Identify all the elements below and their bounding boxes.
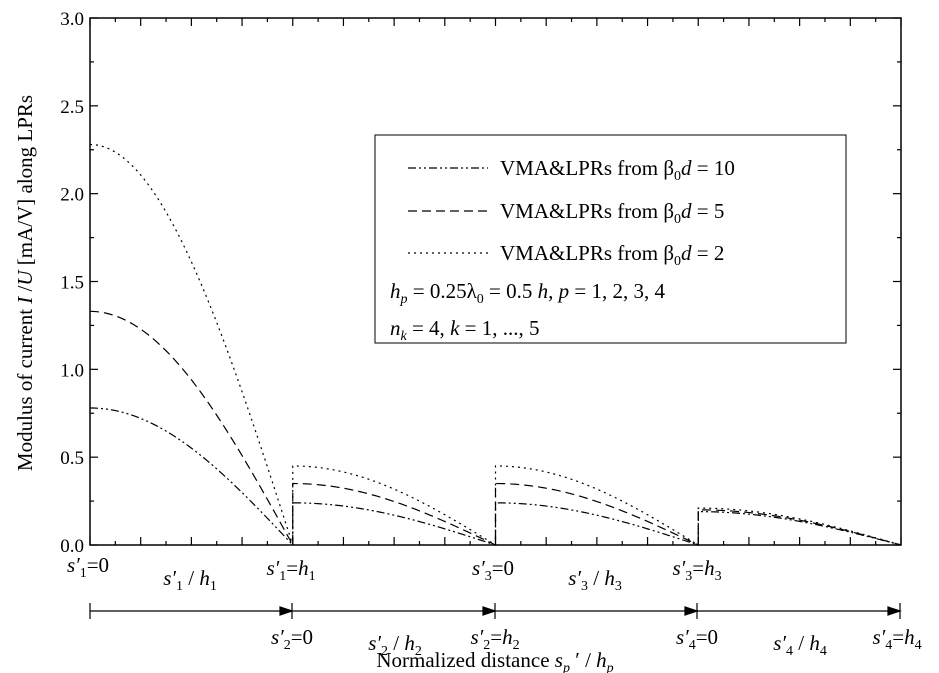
annot-s4-h4-ratio: s′4 / h4 bbox=[773, 631, 827, 659]
arrowhead-4 bbox=[887, 606, 902, 616]
legend-note-hp: hp = 0.25λ0 = 0.5 h, p = 1, 2, 3, 4 bbox=[390, 279, 665, 307]
annot-s3-0: s′3=0 bbox=[472, 556, 514, 584]
lower-annotations: s′2=0 s′2 / h2 s′2=h2 s′4=0 s′4 / h4 s′4… bbox=[271, 625, 922, 659]
legend-box bbox=[374, 134, 847, 344]
y-tick-label: 1.0 bbox=[60, 360, 84, 381]
x-axis-label: Normalized distance sp ′ / hp bbox=[376, 648, 613, 673]
legend-note-nk: nk = 4, k = 1, ..., 5 bbox=[390, 316, 539, 344]
arrowhead-2 bbox=[482, 606, 497, 616]
y-tick-label: 3.0 bbox=[60, 9, 84, 30]
annot-s3-h3: s′3=h3 bbox=[672, 556, 721, 584]
y-tick-label: 0.0 bbox=[60, 536, 84, 557]
y-tick-label: 1.5 bbox=[60, 273, 84, 294]
legend-label-bd5: VMA&LPRs from β0d = 5 bbox=[500, 199, 724, 227]
y-axis-label: Modulus of current I /U [mA/V] along LPR… bbox=[13, 95, 37, 471]
y-tick-label: 0.5 bbox=[60, 448, 84, 469]
arrowhead-1 bbox=[279, 606, 294, 616]
series-line-1 bbox=[89, 407, 902, 547]
plot-frame bbox=[89, 17, 902, 546]
annot-s1-h1-ratio: s′1 / h1 bbox=[163, 566, 217, 594]
annot-s2-0: s′2=0 bbox=[271, 625, 313, 653]
legend: VMA&LPRs from β0d = 10 VMA&LPRs from β0d… bbox=[374, 134, 847, 344]
series-line-2 bbox=[89, 310, 902, 546]
series-curves bbox=[89, 143, 902, 547]
arrowhead-3 bbox=[684, 606, 699, 616]
upper-annotations: s′1=0 s′1 / h1 s′1=h1 s′3=0 s′3 / h3 s′3… bbox=[67, 553, 722, 594]
legend-label-bd2: VMA&LPRs from β0d = 2 bbox=[500, 241, 724, 269]
y-tick-labels: 0.0 0.5 1.0 1.5 2.0 2.5 3.0 bbox=[60, 9, 84, 557]
segment-arrows bbox=[89, 603, 902, 619]
y-tick-label: 2.5 bbox=[60, 97, 84, 118]
annot-s1-h1: s′1=h1 bbox=[266, 556, 315, 584]
annot-s4-h4: s′4=h4 bbox=[872, 625, 921, 653]
annot-s4-0: s′4=0 bbox=[676, 625, 718, 653]
annot-s1-0: s′1=0 bbox=[67, 553, 109, 581]
legend-label-bd10: VMA&LPRs from β0d = 10 bbox=[500, 156, 735, 184]
annot-s2-h2: s′2=h2 bbox=[470, 625, 519, 653]
y-tick-label: 2.0 bbox=[60, 185, 84, 206]
annot-s2-h2-ratio: s′2 / h2 bbox=[368, 631, 422, 659]
series-line-3 bbox=[89, 143, 902, 547]
annot-s3-h3-ratio: s′3 / h3 bbox=[568, 566, 622, 594]
